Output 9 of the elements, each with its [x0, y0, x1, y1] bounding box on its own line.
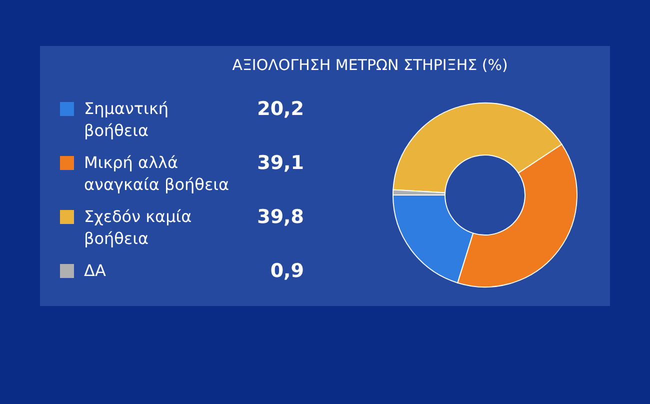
legend-label: Μικρή αλλά αναγκαία βοήθεια	[84, 152, 230, 196]
legend-label: Σχεδόν καμία βοήθεια	[84, 206, 193, 250]
data-label: 39,1	[256, 152, 304, 174]
legend-label: ΔΑ	[84, 260, 107, 282]
data-label: 0,9	[269, 260, 304, 282]
data-label: 20,2	[256, 98, 304, 120]
chart-title: ΑΞΙΟΛΟΓΗΣΗ ΜΕΤΡΩΝ ΣΤΗΡΙΞΗΣ (%)	[231, 56, 509, 74]
legend-label: Σημαντική βοήθεια	[84, 98, 170, 142]
data-label: 39,8	[256, 206, 304, 228]
